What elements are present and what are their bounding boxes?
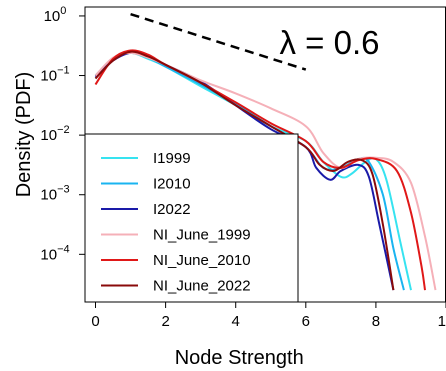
reference-layer [130,12,307,71]
x-axis-title: Node Strength [175,347,304,369]
legend-label: I2010 [153,176,191,193]
x-tick-label: 10 [438,313,446,330]
legend-label: NI_June_2010 [153,252,251,269]
legend-label: NI_June_1999 [153,227,251,244]
x-axis: 0 2 4 6 8 10 [91,302,446,330]
series-line-ni-june-2010 [94,49,426,291]
y-tick-label: 10−2 [40,124,69,144]
y-tick-label: 10−3 [40,184,69,204]
x-tick-label: 8 [372,313,380,330]
legend-label: I1999 [153,150,191,167]
y-tick-label: 100 [44,5,67,25]
y-tick-label: 10−4 [40,243,69,263]
y-axis: 100 10−1 10−2 10−3 10−4 [40,5,85,263]
series-line-ni-june-1999 [94,51,437,291]
legend-label: I2022 [153,201,191,218]
y-axis-title: Density (PDF) [13,72,35,198]
y-tick-label: 10−1 [40,65,69,85]
x-tick-label: 4 [232,313,240,330]
reference-slope-line [130,12,307,71]
legend: I1999 I2010 I2022 NI_June_1999 NI_June_2010 N… [84,133,299,303]
x-tick-label: 2 [161,313,169,330]
lambda-annotation: λ = 0.6 [280,24,380,61]
legend-label: NI_June_2022 [153,278,251,295]
x-tick-label: 6 [302,313,310,330]
x-tick-label: 0 [91,313,99,330]
legend-box [84,133,299,303]
